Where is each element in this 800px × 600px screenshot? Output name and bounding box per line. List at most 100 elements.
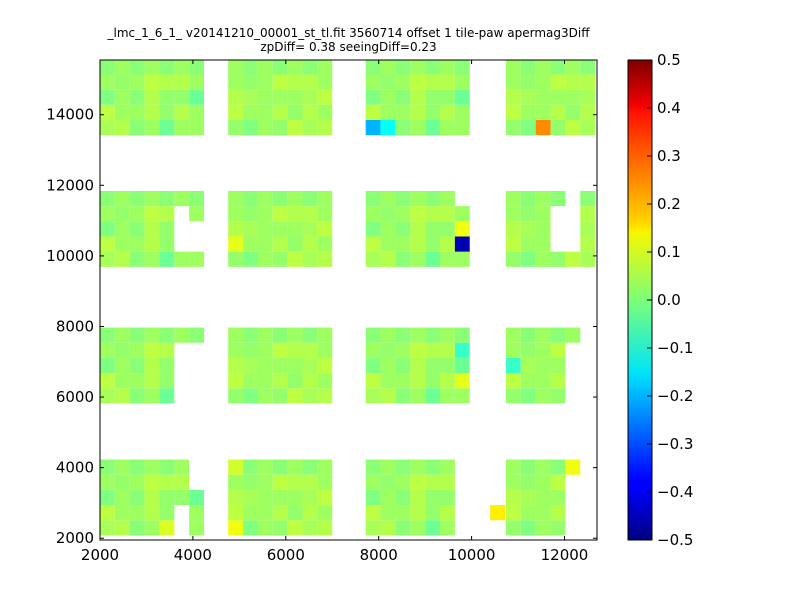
heatmap-cell [100, 489, 115, 506]
heatmap-cell [440, 388, 455, 404]
heatmap-cell [114, 505, 130, 521]
heatmap-cell [228, 474, 244, 490]
heatmap-cell [129, 221, 145, 237]
heatmap-cell [365, 120, 381, 136]
heatmap-cell [520, 505, 536, 521]
heatmap-cell [287, 60, 303, 75]
heatmap-cell [380, 221, 396, 237]
heatmap-cell [317, 89, 333, 105]
heatmap-cell [550, 89, 566, 105]
heatmap-cell [317, 236, 333, 252]
heatmap-cell [272, 342, 288, 358]
heatmap-cell [129, 459, 145, 475]
heatmap-cell [257, 74, 273, 90]
heatmap-cell [287, 74, 303, 90]
heatmap-cell [535, 357, 551, 374]
heatmap-cell [505, 190, 521, 207]
heatmap-cell [228, 221, 244, 237]
heatmap-cell [129, 190, 145, 207]
heatmap-cell [100, 327, 115, 343]
heatmap-cell [520, 104, 536, 120]
colorbar-tick-label: −0.5 [657, 531, 693, 549]
heatmap-cell [189, 505, 205, 521]
heatmap-cell [520, 474, 536, 490]
heatmap-cell [114, 520, 130, 536]
heatmap-cell [565, 74, 581, 90]
heatmap-cell [395, 236, 411, 252]
heatmap-cell [454, 357, 470, 374]
heatmap-cell [159, 474, 175, 490]
heatmap-cell [189, 190, 205, 207]
colorbar-tick-label: −0.4 [657, 483, 693, 501]
heatmap-cell [380, 505, 396, 521]
heatmap-cell [243, 342, 258, 358]
heatmap-cell [272, 221, 288, 237]
heatmap-cell [272, 74, 288, 90]
heatmap-cell [454, 388, 470, 404]
heatmap-cell [159, 251, 175, 267]
heatmap-cell [272, 489, 288, 506]
heatmap-cell [243, 104, 258, 120]
heatmap-cell [365, 89, 381, 105]
colorbar-tick-label: −0.1 [657, 339, 693, 357]
heatmap-cell [257, 104, 273, 120]
heatmap-cell [380, 459, 396, 475]
heatmap-cell [287, 221, 303, 237]
heatmap-cell [365, 520, 381, 536]
heatmap-cell [302, 474, 318, 490]
heatmap-cell [380, 373, 396, 389]
heatmap-cell [174, 89, 190, 105]
heatmap-cell [257, 474, 273, 490]
heatmap-cell [380, 104, 396, 120]
heatmap-cell [287, 388, 303, 404]
heatmap-cell [317, 206, 333, 222]
heatmap-cell [380, 489, 396, 506]
heatmap-cell [129, 327, 145, 343]
x-tick-label: 2000 [81, 546, 119, 564]
heatmap-cell [114, 251, 130, 267]
heatmap-cell [159, 388, 175, 404]
heatmap-cell [395, 190, 411, 207]
heatmap-cell [425, 236, 440, 252]
heatmap-cell [228, 206, 244, 222]
heatmap-cell [565, 60, 581, 75]
heatmap-cell [425, 357, 440, 374]
heatmap-cell [505, 74, 521, 90]
heatmap-cell [520, 251, 536, 267]
heatmap-cell [535, 505, 551, 521]
heatmap-cell [535, 74, 551, 90]
colorbar-tick-label: −0.3 [657, 435, 693, 453]
heatmap-cell [174, 459, 190, 475]
heatmap-cell [520, 74, 536, 90]
heatmap-cell [317, 327, 333, 343]
heatmap-cell [410, 236, 426, 252]
heatmap-cell [410, 104, 426, 120]
heatmap-cell [410, 373, 426, 389]
heatmap-cell [129, 251, 145, 267]
heatmap-cell [189, 206, 205, 222]
heatmap-cell [129, 474, 145, 490]
heatmap-cell [302, 357, 318, 374]
colorbar-tick-label: 0.4 [657, 99, 681, 117]
heatmap-cell [114, 474, 130, 490]
heatmap-cell [174, 60, 190, 75]
heatmap-cell [317, 520, 333, 536]
heatmap-cell [440, 60, 455, 75]
heatmap-cell [425, 251, 440, 267]
heatmap-cell [114, 236, 130, 252]
heatmap-cell [580, 221, 596, 237]
heatmap-cell [257, 459, 273, 475]
heatmap-cell [159, 327, 175, 343]
heatmap-cell [287, 357, 303, 374]
heatmap-cell [287, 373, 303, 389]
heatmap-cell [287, 104, 303, 120]
heatmap-cell [257, 388, 273, 404]
heatmap-cell [243, 505, 258, 521]
heatmap-cell [129, 388, 145, 404]
heatmap-cell [317, 474, 333, 490]
heatmap-cell [287, 474, 303, 490]
heatmap-cell [365, 489, 381, 506]
heatmap-cell [490, 505, 506, 521]
heatmap-cell [100, 474, 115, 490]
